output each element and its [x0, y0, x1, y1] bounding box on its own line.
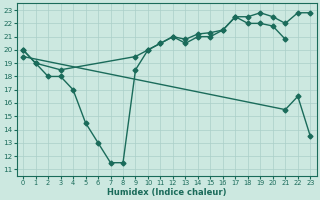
X-axis label: Humidex (Indice chaleur): Humidex (Indice chaleur) — [107, 188, 227, 197]
